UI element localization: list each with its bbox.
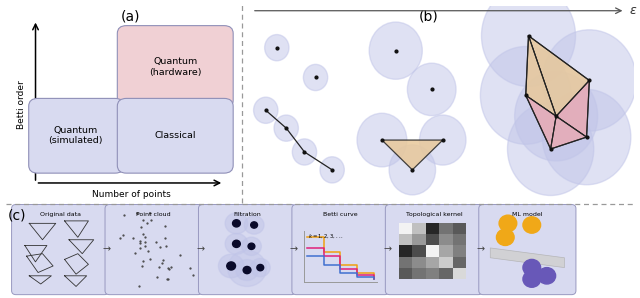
FancyBboxPatch shape [198,204,296,295]
Circle shape [218,254,244,278]
Text: $k=1,2,3,...$: $k=1,2,3,...$ [308,232,344,240]
FancyBboxPatch shape [385,204,483,295]
Circle shape [523,259,541,276]
Text: Number of points: Number of points [92,190,170,199]
Text: Original data: Original data [40,212,81,217]
Circle shape [243,266,251,274]
Text: Topological kernel: Topological kernel [406,212,462,217]
Circle shape [542,89,631,185]
Polygon shape [490,248,564,268]
Text: Quantum
(simulated): Quantum (simulated) [48,126,102,145]
Text: (a): (a) [121,10,141,24]
Polygon shape [525,36,556,116]
Text: →: → [290,245,298,254]
Polygon shape [525,95,556,149]
Text: →: → [196,245,204,254]
Circle shape [499,215,516,232]
Circle shape [232,240,241,247]
Circle shape [515,72,598,161]
Circle shape [251,222,257,228]
Circle shape [274,115,298,141]
Text: ML model: ML model [512,212,543,217]
Circle shape [236,260,259,280]
Circle shape [357,113,407,167]
Circle shape [225,213,248,234]
FancyBboxPatch shape [117,26,233,108]
Circle shape [523,271,541,287]
FancyBboxPatch shape [12,204,109,295]
Circle shape [227,262,236,270]
FancyBboxPatch shape [105,204,202,295]
Polygon shape [382,140,443,170]
FancyBboxPatch shape [479,204,576,295]
Circle shape [257,264,264,271]
Circle shape [244,216,264,234]
Text: (b): (b) [419,10,438,24]
FancyBboxPatch shape [292,204,389,295]
Circle shape [303,64,328,91]
Circle shape [225,233,248,254]
FancyBboxPatch shape [117,98,233,173]
Circle shape [481,46,571,144]
Text: Quantum
(hardware): Quantum (hardware) [149,57,202,77]
Polygon shape [529,36,589,116]
Text: →: → [103,245,111,254]
Circle shape [248,243,255,249]
Circle shape [232,220,241,227]
Circle shape [508,103,594,195]
Text: (c): (c) [8,209,26,223]
Circle shape [538,268,556,284]
Circle shape [523,217,541,233]
Polygon shape [556,80,589,137]
Circle shape [320,157,344,183]
Text: →: → [477,245,484,254]
Circle shape [369,22,422,79]
Circle shape [481,0,575,86]
Text: Filtration: Filtration [233,212,261,217]
FancyBboxPatch shape [29,98,124,173]
Circle shape [265,35,289,61]
Text: Betti order: Betti order [17,80,26,129]
Circle shape [389,145,436,195]
Text: Betti curve: Betti curve [323,212,358,217]
Text: $\epsilon$: $\epsilon$ [629,4,637,17]
Circle shape [250,258,270,277]
Circle shape [241,237,261,255]
Circle shape [292,139,317,165]
Polygon shape [550,116,587,149]
Text: Point cloud: Point cloud [136,212,171,217]
Circle shape [253,97,278,123]
Circle shape [542,30,636,131]
Circle shape [497,229,514,246]
Circle shape [228,250,266,286]
Text: →: → [383,245,391,254]
Text: Classical: Classical [154,131,196,140]
Circle shape [420,115,466,165]
Circle shape [408,63,456,116]
